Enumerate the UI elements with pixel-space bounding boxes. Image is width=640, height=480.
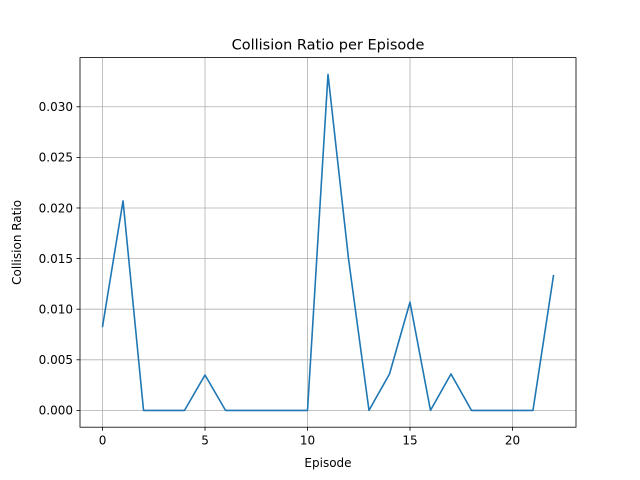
plot-frame xyxy=(79,57,577,428)
x-tick-label: 15 xyxy=(402,434,417,448)
x-tick-label: 0 xyxy=(99,434,107,448)
y-axis-label: Collision Ratio xyxy=(10,200,24,285)
y-tick-label: 0.010 xyxy=(39,302,73,316)
grid-lines xyxy=(80,57,576,428)
x-tick-label: 5 xyxy=(201,434,209,448)
x-tick-label: 10 xyxy=(300,434,315,448)
series-line xyxy=(101,73,555,412)
y-axis: 0.000 0.005 0.010 0.015 0.020 0.025 0.030 xyxy=(39,100,80,418)
y-tick-label: 0.000 xyxy=(39,404,73,418)
chart-title: Collision Ratio per Episode xyxy=(232,38,425,54)
y-tick-label: 0.020 xyxy=(39,201,73,215)
y-tick-label: 0.015 xyxy=(39,252,73,266)
series-layer xyxy=(101,73,555,412)
x-axis-label: Episode xyxy=(304,456,351,470)
y-tick-label: 0.025 xyxy=(39,151,73,165)
y-tick-label: 0.005 xyxy=(39,353,73,367)
y-tick-label: 0.030 xyxy=(39,100,73,114)
x-tick-label: 20 xyxy=(505,434,520,448)
x-axis: 0 5 10 15 20 xyxy=(99,427,520,448)
